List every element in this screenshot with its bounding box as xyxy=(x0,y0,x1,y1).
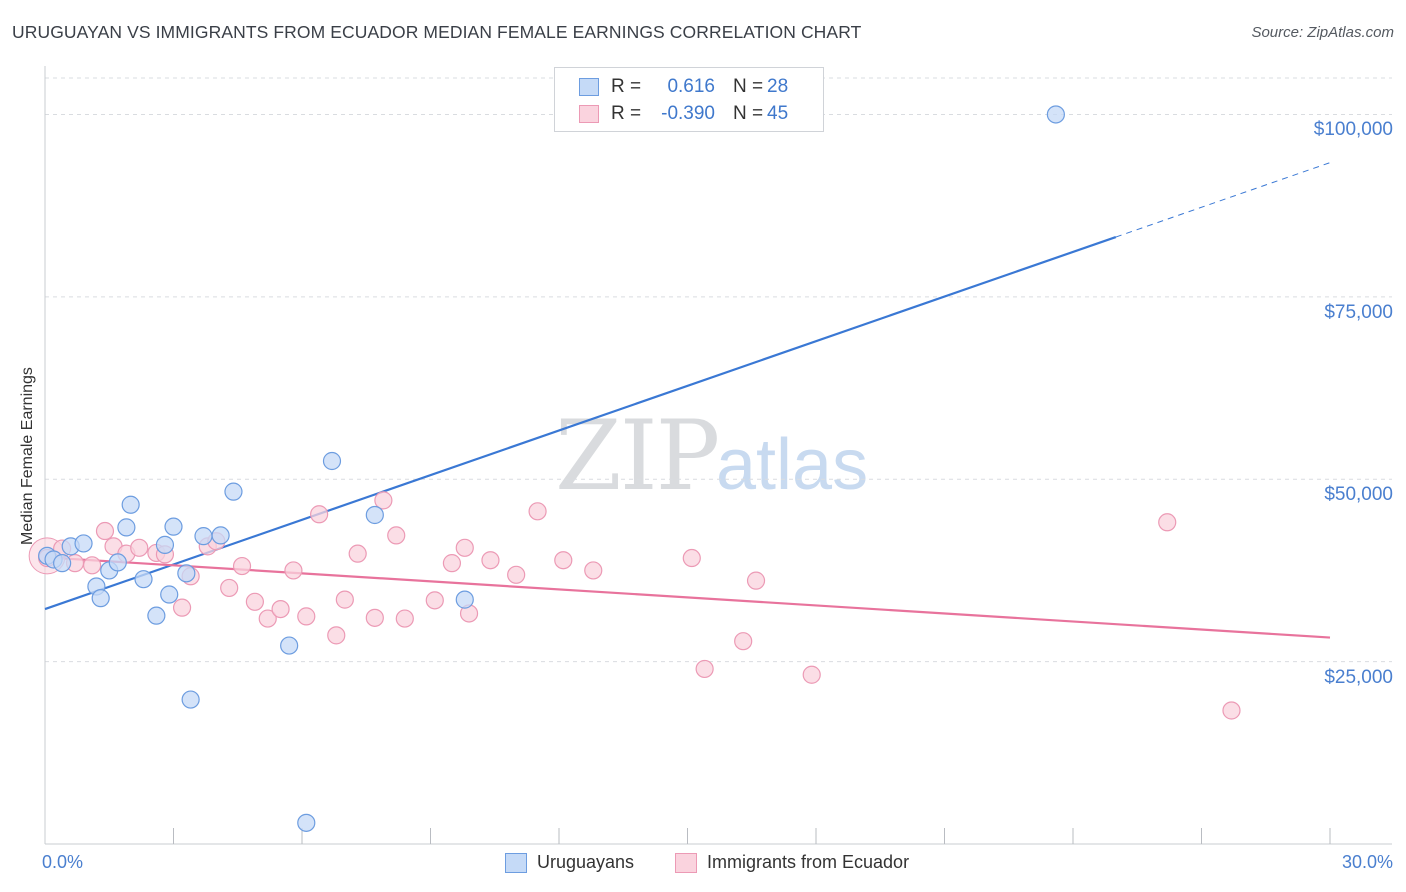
r-value: 0.616 xyxy=(667,76,715,97)
data-point-uruguayans xyxy=(194,527,213,546)
n-value: 28 xyxy=(767,76,789,97)
data-point-uruguayans xyxy=(322,451,342,471)
data-point-uruguayans xyxy=(117,518,136,537)
data-point-uruguayans xyxy=(53,554,72,573)
legend-swatch-pink xyxy=(675,852,697,873)
data-point-uruguayans xyxy=(211,526,230,545)
r-label: R = xyxy=(611,103,642,124)
x-tick-max: 30.0% xyxy=(1341,852,1393,872)
data-point-ecuador xyxy=(297,607,316,626)
legend-swatch-blue xyxy=(505,852,527,873)
data-point-ecuador xyxy=(348,544,367,563)
trend-line-ecuador xyxy=(44,556,1331,639)
data-point-ecuador xyxy=(425,591,444,610)
axes xyxy=(44,66,1392,845)
data-point-ecuador xyxy=(95,521,115,541)
data-point-ecuador xyxy=(1222,701,1241,720)
data-point-ecuador xyxy=(507,565,526,584)
data-point-uruguayans xyxy=(224,482,243,501)
n-label: N = xyxy=(733,76,764,97)
data-point-ecuador xyxy=(365,608,384,627)
trend-lines xyxy=(44,162,1331,639)
data-point-uruguayans xyxy=(455,590,474,609)
data-point-ecuador xyxy=(374,491,393,510)
legend-label: Uruguayans xyxy=(537,852,635,872)
legend-row-uruguayans: R = 0.616 N = 28 xyxy=(579,73,788,101)
data-point-uruguayans xyxy=(134,570,153,589)
data-point-uruguayans xyxy=(91,589,110,608)
data-point-ecuador xyxy=(682,548,701,568)
n-value: 45 xyxy=(767,103,789,124)
data-point-ecuador xyxy=(232,556,252,576)
legend-swatch-blue xyxy=(579,78,599,96)
data-point-uruguayans xyxy=(108,553,127,572)
r-label: R = xyxy=(611,76,642,97)
data-point-ecuador xyxy=(802,665,821,684)
n-label: N = xyxy=(733,103,764,124)
data-point-ecuador xyxy=(528,502,547,521)
data-point-ecuador xyxy=(172,598,192,617)
watermark-atlas: atlas xyxy=(716,425,869,505)
data-point-ecuador xyxy=(395,609,414,628)
y-axis-label: Median Female Earnings xyxy=(19,367,36,545)
data-point-uruguayans xyxy=(1046,105,1065,124)
data-point-ecuador xyxy=(455,538,474,557)
chart-title: URUGUAYAN VS IMMIGRANTS FROM ECUADOR MED… xyxy=(12,22,862,42)
watermark-zip: ZIP xyxy=(555,400,720,512)
data-point-ecuador xyxy=(734,632,753,651)
data-point-uruguayans xyxy=(280,636,299,655)
data-point-uruguayans xyxy=(121,495,140,514)
data-point-uruguayans xyxy=(155,535,175,554)
data-point-uruguayans xyxy=(181,690,200,709)
gridlines xyxy=(45,77,1392,663)
data-point-ecuador xyxy=(258,609,277,628)
legend-item-ecuador[interactable]: Immigrants from Ecuador xyxy=(675,852,909,873)
data-point-ecuador xyxy=(271,599,290,619)
data-point-ecuador xyxy=(442,554,462,573)
data-point-ecuador xyxy=(284,561,303,580)
y-tick-label: $50,000 xyxy=(1324,484,1393,506)
trend-line-uruguayans xyxy=(44,235,1117,611)
data-point-uruguayans xyxy=(160,585,179,604)
data-point-uruguayans xyxy=(164,517,183,536)
data-points xyxy=(28,105,1241,832)
data-point-ecuador xyxy=(481,551,500,570)
data-point-ecuador xyxy=(387,526,406,545)
data-point-ecuador xyxy=(554,551,573,570)
data-point-uruguayans xyxy=(74,534,93,553)
legend-label: Immigrants from Ecuador xyxy=(707,852,910,872)
data-point-ecuador xyxy=(83,556,102,575)
data-point-ecuador xyxy=(1158,513,1177,532)
source-label: Source: ZipAtlas.com xyxy=(1251,24,1394,41)
data-point-ecuador xyxy=(130,538,149,557)
y-tick-label: $100,000 xyxy=(1313,119,1393,141)
legend-item-uruguayans[interactable]: Uruguayans xyxy=(505,852,634,873)
y-tick-label: $25,000 xyxy=(1324,666,1393,688)
data-point-uruguayans xyxy=(297,813,316,832)
r-value: -0.390 xyxy=(661,103,715,124)
stats-legend: R = 0.616 N = 28 R = -0.390 N = 45 xyxy=(554,67,824,132)
y-tick-label: $75,000 xyxy=(1324,301,1393,323)
data-point-ecuador xyxy=(220,578,239,598)
data-point-ecuador xyxy=(310,505,329,524)
legend-row-ecuador: R = -0.390 N = 45 xyxy=(579,100,788,128)
trend-line-uruguayans-extrapolated xyxy=(1115,162,1331,238)
data-point-uruguayans xyxy=(365,505,384,525)
data-point-ecuador xyxy=(245,592,264,611)
data-point-ecuador xyxy=(584,561,603,580)
data-point-ecuador xyxy=(695,659,714,679)
data-point-ecuador xyxy=(327,626,346,645)
legend-swatch-pink xyxy=(579,105,599,123)
data-point-uruguayans xyxy=(147,606,166,625)
data-point-uruguayans xyxy=(177,564,196,583)
data-point-ecuador xyxy=(746,571,766,590)
x-tick-min: 0.0% xyxy=(42,852,84,872)
data-point-ecuador xyxy=(335,590,354,609)
